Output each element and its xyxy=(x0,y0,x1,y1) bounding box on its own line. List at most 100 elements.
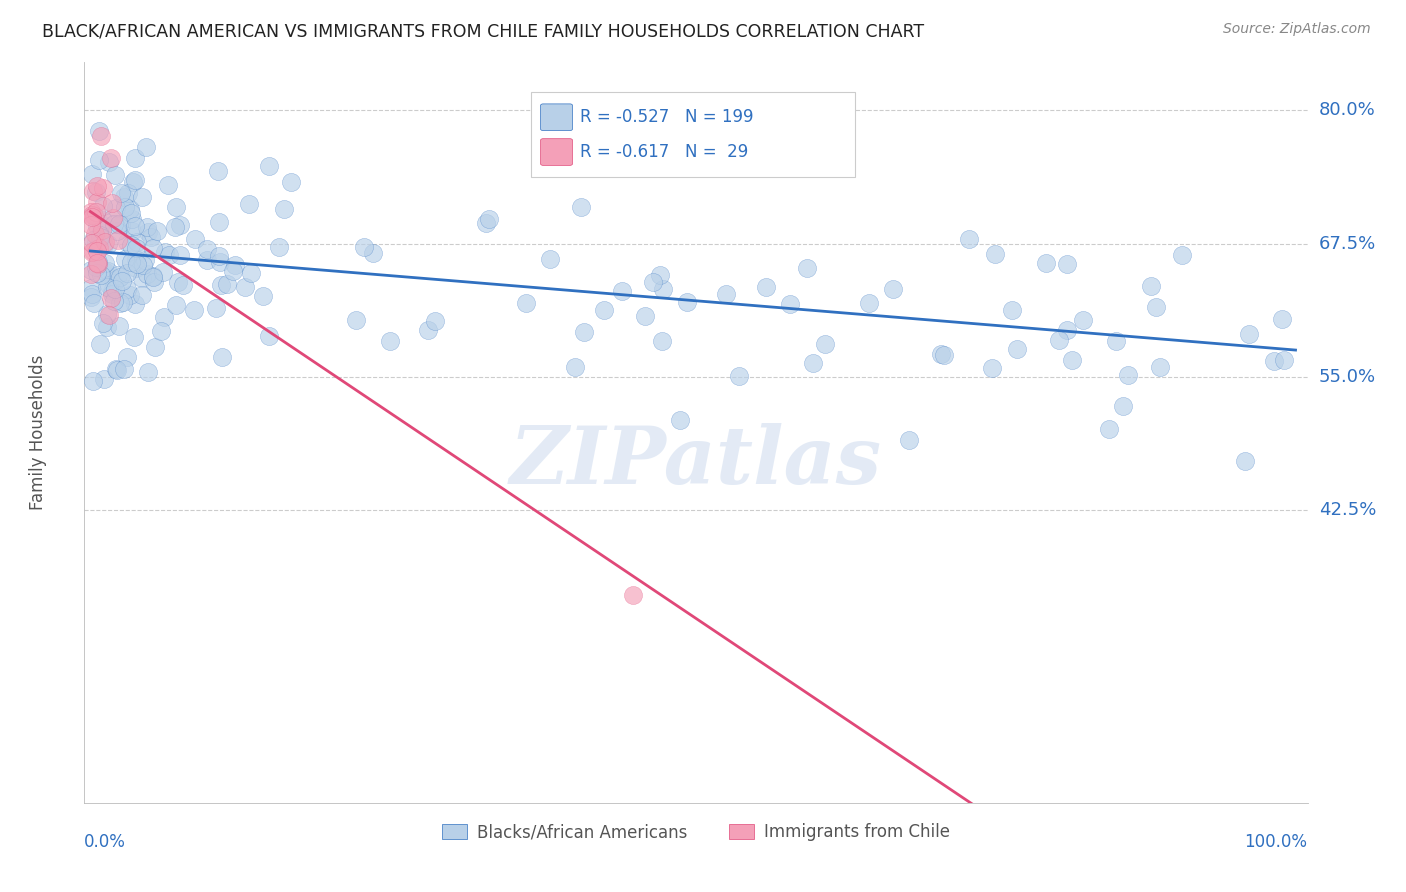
Point xyxy=(120,255,142,269)
Point xyxy=(211,350,233,364)
Point xyxy=(169,218,191,232)
Point xyxy=(538,252,561,267)
Point xyxy=(89,229,111,244)
Point xyxy=(132,259,155,273)
Point xyxy=(1105,334,1128,349)
Point xyxy=(105,362,128,376)
Point xyxy=(105,272,128,286)
Point xyxy=(222,264,245,278)
Text: Family Households: Family Households xyxy=(30,355,46,510)
Point xyxy=(257,329,280,343)
Point xyxy=(93,264,115,278)
Point xyxy=(195,243,218,257)
Point xyxy=(82,287,104,301)
Point xyxy=(91,213,114,227)
Point xyxy=(380,334,402,349)
Point xyxy=(1073,313,1095,327)
Point xyxy=(152,265,174,279)
Point xyxy=(612,284,634,298)
FancyBboxPatch shape xyxy=(531,92,855,178)
Point xyxy=(115,350,138,364)
Point xyxy=(83,208,105,222)
Point xyxy=(82,244,104,259)
Point xyxy=(115,266,138,280)
Point xyxy=(1001,302,1024,317)
Point xyxy=(87,153,110,167)
Point xyxy=(124,173,146,187)
Point xyxy=(89,227,111,242)
Point xyxy=(105,223,128,237)
Point xyxy=(984,247,1007,261)
Point xyxy=(80,167,103,181)
Point xyxy=(96,320,118,334)
Point xyxy=(89,336,111,351)
Point xyxy=(82,374,104,388)
Point xyxy=(416,323,439,337)
Point xyxy=(100,151,122,165)
Point xyxy=(87,257,110,271)
Point xyxy=(124,296,146,310)
Point xyxy=(1112,400,1135,414)
Point xyxy=(118,287,141,301)
Point xyxy=(115,282,138,296)
Text: ZIPatlas: ZIPatlas xyxy=(510,424,882,501)
Point xyxy=(641,276,664,290)
Point xyxy=(136,225,159,239)
Point xyxy=(108,270,131,285)
Point xyxy=(650,268,672,282)
Point xyxy=(131,288,153,302)
Point xyxy=(1060,353,1083,368)
Point xyxy=(101,195,124,210)
Point xyxy=(118,202,141,216)
Point xyxy=(80,290,103,304)
Point xyxy=(103,169,125,183)
Point xyxy=(108,318,131,333)
Point xyxy=(82,208,104,222)
Point xyxy=(353,240,375,254)
Point xyxy=(1098,422,1121,436)
Point xyxy=(634,309,657,323)
Point xyxy=(1271,312,1294,326)
Point xyxy=(204,301,226,315)
Point xyxy=(82,244,104,259)
Point xyxy=(269,240,291,254)
Point xyxy=(135,140,157,154)
Point xyxy=(150,324,173,338)
Point xyxy=(779,297,801,311)
Point xyxy=(157,248,180,262)
Point xyxy=(183,302,205,317)
Point xyxy=(86,178,108,193)
Point xyxy=(515,296,537,310)
Point xyxy=(89,123,111,137)
Text: Source: ZipAtlas.com: Source: ZipAtlas.com xyxy=(1223,22,1371,37)
Point xyxy=(1056,257,1078,271)
Point xyxy=(142,241,165,255)
Point xyxy=(934,349,956,363)
Point xyxy=(1272,352,1295,367)
Point xyxy=(273,202,295,217)
Point xyxy=(858,295,880,310)
Point xyxy=(86,258,108,272)
Point xyxy=(209,278,232,293)
Point xyxy=(474,216,496,230)
Point xyxy=(103,293,125,308)
Point xyxy=(90,217,112,231)
Point xyxy=(90,268,112,283)
Point xyxy=(90,129,112,144)
Point xyxy=(104,282,127,296)
Text: 100.0%: 100.0% xyxy=(1244,833,1308,851)
Text: 0.0%: 0.0% xyxy=(84,833,127,851)
Point xyxy=(153,310,176,324)
Point xyxy=(897,434,920,448)
Point xyxy=(235,280,257,294)
Point xyxy=(929,347,952,361)
Point xyxy=(114,200,136,214)
Point xyxy=(107,268,129,283)
Point xyxy=(120,206,142,220)
Point xyxy=(593,303,616,318)
Point xyxy=(1005,342,1028,356)
Point xyxy=(91,223,114,237)
Point xyxy=(208,215,231,229)
Point xyxy=(183,232,205,246)
Point xyxy=(1056,323,1078,337)
